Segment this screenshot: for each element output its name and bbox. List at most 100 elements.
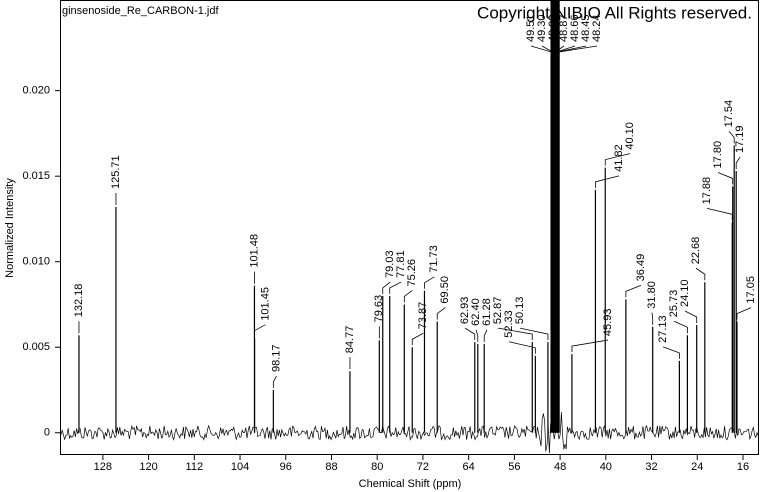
peak-label: 71.73	[428, 245, 440, 273]
peak-label: 49.51	[525, 14, 537, 42]
leader-line	[272, 375, 277, 388]
peak-label: 48.24	[591, 14, 603, 42]
peak-label: 101.45	[259, 287, 271, 321]
peak-label: 62.93	[459, 297, 471, 325]
x-tick-label: 24	[691, 461, 703, 473]
peak-label: 36.49	[635, 254, 647, 282]
y-tick-label: 0.010	[22, 256, 50, 268]
peak-label: 52.33	[503, 310, 515, 338]
peak-label: 27.13	[657, 315, 669, 343]
leader-line	[673, 320, 688, 334]
noise	[60, 412, 759, 454]
x-tick-label: 104	[231, 461, 249, 473]
leader-line	[403, 290, 413, 303]
leader-line	[436, 307, 446, 320]
peak-label: 48.66	[569, 14, 581, 42]
peak-label: 75.26	[406, 259, 418, 287]
x-tick-label: 120	[139, 461, 157, 473]
leader-line	[695, 267, 706, 281]
leader-line	[604, 153, 631, 166]
peak-label: 49.30	[536, 14, 548, 42]
peak-label: 77.81	[395, 250, 407, 278]
peak-label: 48.45	[580, 14, 592, 42]
leader-line	[552, 45, 555, 58]
peak-label: 17.80	[712, 141, 724, 169]
leader-line	[557, 45, 587, 58]
peak-label: 101.48	[248, 234, 260, 268]
leader-line	[717, 172, 734, 185]
x-tick-label: 64	[463, 461, 475, 473]
peak-label: 61.28	[481, 298, 493, 326]
x-tick-label: 96	[280, 461, 292, 473]
x-tick-label: 128	[94, 461, 112, 473]
leader-line	[519, 327, 549, 341]
leader-line	[497, 327, 533, 341]
x-tick-label: 112	[186, 461, 204, 473]
peak-label: 41.82	[613, 144, 625, 172]
peak-label: 50.13	[514, 297, 526, 325]
leader-line	[389, 281, 402, 294]
peak-label: 62.40	[470, 298, 482, 326]
leader-line	[530, 45, 552, 58]
peak-label: 73.87	[417, 302, 429, 330]
leader-line	[558, 45, 598, 58]
leader-line	[735, 156, 741, 170]
peak-label: 79.03	[384, 250, 396, 278]
peak-label: 25.73	[668, 290, 680, 318]
leader-line	[254, 324, 266, 337]
x-tick-label: 56	[508, 461, 520, 473]
x-tick-label: 48	[554, 461, 566, 473]
copyright: Copyright NIBIO All Rights reserved.	[477, 3, 752, 22]
leader-line	[483, 329, 488, 342]
y-tick-label: 0.020	[22, 85, 50, 97]
peak-label: 40.10	[624, 122, 636, 150]
leader-line	[382, 281, 391, 294]
y-tick-label: 0.015	[22, 170, 50, 182]
peak-label: 17.19	[734, 126, 746, 154]
x-tick-label: 88	[325, 461, 337, 473]
peak-label: 17.54	[723, 100, 735, 128]
y-tick-label: 0	[44, 427, 50, 439]
x-tick-label: 32	[645, 461, 657, 473]
x-tick-label: 16	[737, 461, 749, 473]
x-tick-label: 72	[417, 461, 429, 473]
leader-line	[411, 332, 424, 346]
peak-label: 98.17	[270, 344, 282, 372]
y-tick-label: 0.005	[22, 341, 50, 353]
leader-line	[475, 329, 479, 342]
leader-line	[464, 327, 476, 341]
leader-line	[541, 45, 554, 58]
peak-label: 132.18	[73, 284, 85, 318]
peak-label: 22.68	[690, 237, 702, 265]
leader-line	[651, 312, 654, 325]
y-axis-title: Normalized Intensity	[4, 178, 16, 278]
x-axis-title: Chemical Shift (ppm)	[359, 478, 462, 490]
peak-label: 17.05	[745, 276, 757, 304]
leader-line	[595, 175, 620, 188]
peak-label: 48.87	[558, 14, 570, 42]
peak-label: 125.71	[110, 155, 122, 189]
leader-line	[736, 307, 752, 320]
peak-label: 69.50	[439, 276, 451, 304]
peak-label: 79.63	[373, 295, 385, 323]
peak-label: 31.80	[646, 281, 658, 309]
peak-label: 84.77	[344, 326, 356, 354]
peak-label: 17.88	[701, 177, 713, 205]
leader-line	[662, 346, 680, 359]
leader-line	[684, 310, 698, 323]
x-tick-label: 80	[371, 461, 383, 473]
leader-line	[625, 284, 642, 298]
leader-line	[508, 341, 536, 354]
plot-frame	[60, 0, 759, 455]
peak-label: 24.10	[679, 279, 691, 307]
peak-label: 52.87	[492, 297, 504, 325]
peak-label: 45.93	[602, 309, 614, 337]
leader-line	[424, 276, 435, 289]
leader-line	[554, 45, 565, 58]
leader-line	[728, 131, 735, 144]
leader-line	[555, 45, 576, 58]
x-tick-label: 40	[600, 461, 612, 473]
file-name: ginsenoside_Re_CARBON-1.jdf	[62, 5, 219, 17]
